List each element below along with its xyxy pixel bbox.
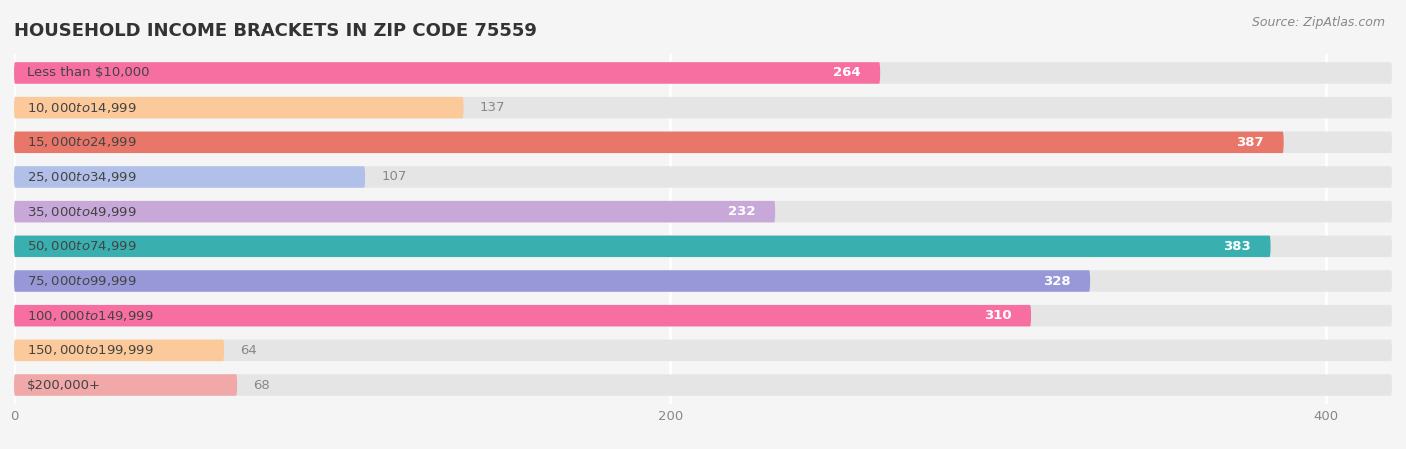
FancyBboxPatch shape bbox=[14, 97, 464, 119]
FancyBboxPatch shape bbox=[14, 236, 1271, 257]
Text: 328: 328 bbox=[1043, 274, 1070, 287]
Text: 383: 383 bbox=[1223, 240, 1251, 253]
FancyBboxPatch shape bbox=[14, 166, 366, 188]
Text: $15,000 to $24,999: $15,000 to $24,999 bbox=[27, 135, 136, 150]
Text: Less than $10,000: Less than $10,000 bbox=[27, 66, 149, 79]
Text: 68: 68 bbox=[253, 379, 270, 392]
FancyBboxPatch shape bbox=[14, 201, 775, 222]
FancyBboxPatch shape bbox=[14, 305, 1031, 326]
FancyBboxPatch shape bbox=[14, 270, 1392, 292]
FancyBboxPatch shape bbox=[14, 236, 1392, 257]
Text: 387: 387 bbox=[1236, 136, 1264, 149]
FancyBboxPatch shape bbox=[14, 97, 1392, 119]
FancyBboxPatch shape bbox=[14, 270, 1090, 292]
Text: $10,000 to $14,999: $10,000 to $14,999 bbox=[27, 101, 136, 114]
FancyBboxPatch shape bbox=[14, 339, 224, 361]
FancyBboxPatch shape bbox=[14, 374, 238, 396]
FancyBboxPatch shape bbox=[14, 166, 1392, 188]
FancyBboxPatch shape bbox=[14, 374, 1392, 396]
FancyBboxPatch shape bbox=[14, 132, 1284, 153]
FancyBboxPatch shape bbox=[14, 339, 1392, 361]
Text: 137: 137 bbox=[479, 101, 505, 114]
FancyBboxPatch shape bbox=[14, 132, 1392, 153]
FancyBboxPatch shape bbox=[14, 62, 880, 84]
Text: Source: ZipAtlas.com: Source: ZipAtlas.com bbox=[1251, 16, 1385, 29]
Text: $35,000 to $49,999: $35,000 to $49,999 bbox=[27, 205, 136, 219]
Text: $25,000 to $34,999: $25,000 to $34,999 bbox=[27, 170, 136, 184]
Text: $150,000 to $199,999: $150,000 to $199,999 bbox=[27, 343, 153, 357]
Text: $75,000 to $99,999: $75,000 to $99,999 bbox=[27, 274, 136, 288]
Text: 64: 64 bbox=[240, 344, 257, 357]
Text: $50,000 to $74,999: $50,000 to $74,999 bbox=[27, 239, 136, 253]
Text: $200,000+: $200,000+ bbox=[27, 379, 101, 392]
FancyBboxPatch shape bbox=[14, 305, 1392, 326]
Text: 310: 310 bbox=[984, 309, 1011, 322]
Text: $100,000 to $149,999: $100,000 to $149,999 bbox=[27, 308, 153, 323]
Text: 107: 107 bbox=[381, 171, 406, 184]
Text: HOUSEHOLD INCOME BRACKETS IN ZIP CODE 75559: HOUSEHOLD INCOME BRACKETS IN ZIP CODE 75… bbox=[14, 22, 537, 40]
Text: 264: 264 bbox=[832, 66, 860, 79]
Text: 232: 232 bbox=[728, 205, 755, 218]
FancyBboxPatch shape bbox=[14, 62, 1392, 84]
FancyBboxPatch shape bbox=[14, 201, 1392, 222]
